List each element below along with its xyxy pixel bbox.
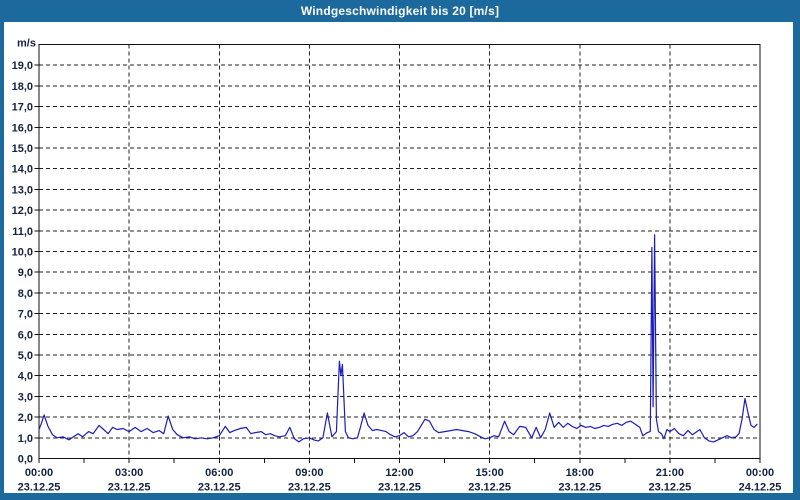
y-tick-label: 17,0 (12, 102, 33, 114)
x-tick-time-label: 12:00 (385, 467, 413, 479)
y-tick-label: 11,0 (12, 226, 33, 238)
x-tick-date-label: 23.12.25 (468, 482, 511, 494)
y-tick-label: 3,0 (18, 391, 33, 403)
x-tick-time-label: 09:00 (295, 467, 323, 479)
y-tick-label: 8,0 (18, 288, 33, 300)
wind-speed-line (38, 234, 758, 443)
x-tick-date-label: 23.12.25 (18, 482, 61, 494)
x-tick-time-label: 15:00 (476, 467, 504, 479)
y-tick-label: 9,0 (18, 267, 33, 279)
y-tick-label: 12,0 (12, 205, 33, 217)
y-tick-label: 15,0 (12, 143, 33, 155)
x-tick-date-label: 23.12.25 (648, 482, 691, 494)
y-tick-label: 19,0 (12, 60, 33, 72)
x-tick-date-label: 23.12.25 (558, 482, 601, 494)
y-tick-label: 14,0 (12, 164, 33, 176)
x-tick-time-label: 00:00 (25, 467, 53, 479)
y-tick-label: 2,0 (18, 412, 33, 424)
x-tick-date-label: 23.12.25 (378, 482, 421, 494)
x-tick-time-label: 03:00 (115, 467, 143, 479)
y-tick-label: 10,0 (12, 247, 33, 259)
x-tick-date-label: 23.12.25 (198, 482, 241, 494)
y-tick-label: 5,0 (18, 350, 33, 362)
x-tick-time-label: 06:00 (205, 467, 233, 479)
chart-area (4, 22, 793, 493)
y-tick-label: 16,0 (12, 122, 33, 134)
x-tick-time-label: 00:00 (746, 467, 774, 479)
y-axis-unit-label: m/s (17, 38, 36, 50)
x-tick-time-label: 18:00 (566, 467, 594, 479)
x-tick-date-label: 23.12.25 (288, 482, 331, 494)
x-tick-time-label: 21:00 (656, 467, 684, 479)
y-tick-label: 13,0 (12, 184, 33, 196)
title-bar: Windgeschwindigkeit bis 20 [m/s] (0, 0, 800, 22)
y-tick-label: 6,0 (18, 329, 33, 341)
x-tick-date-label: 24.12.25 (739, 482, 782, 494)
window-title: Windgeschwindigkeit bis 20 [m/s] (300, 4, 500, 18)
y-tick-label: 18,0 (12, 81, 33, 93)
y-tick-label: 0,0 (18, 454, 33, 466)
x-tick-date-label: 23.12.25 (108, 482, 151, 494)
y-tick-label: 4,0 (18, 371, 33, 383)
y-tick-label: 1,0 (18, 433, 33, 445)
y-tick-label: 7,0 (18, 309, 33, 321)
